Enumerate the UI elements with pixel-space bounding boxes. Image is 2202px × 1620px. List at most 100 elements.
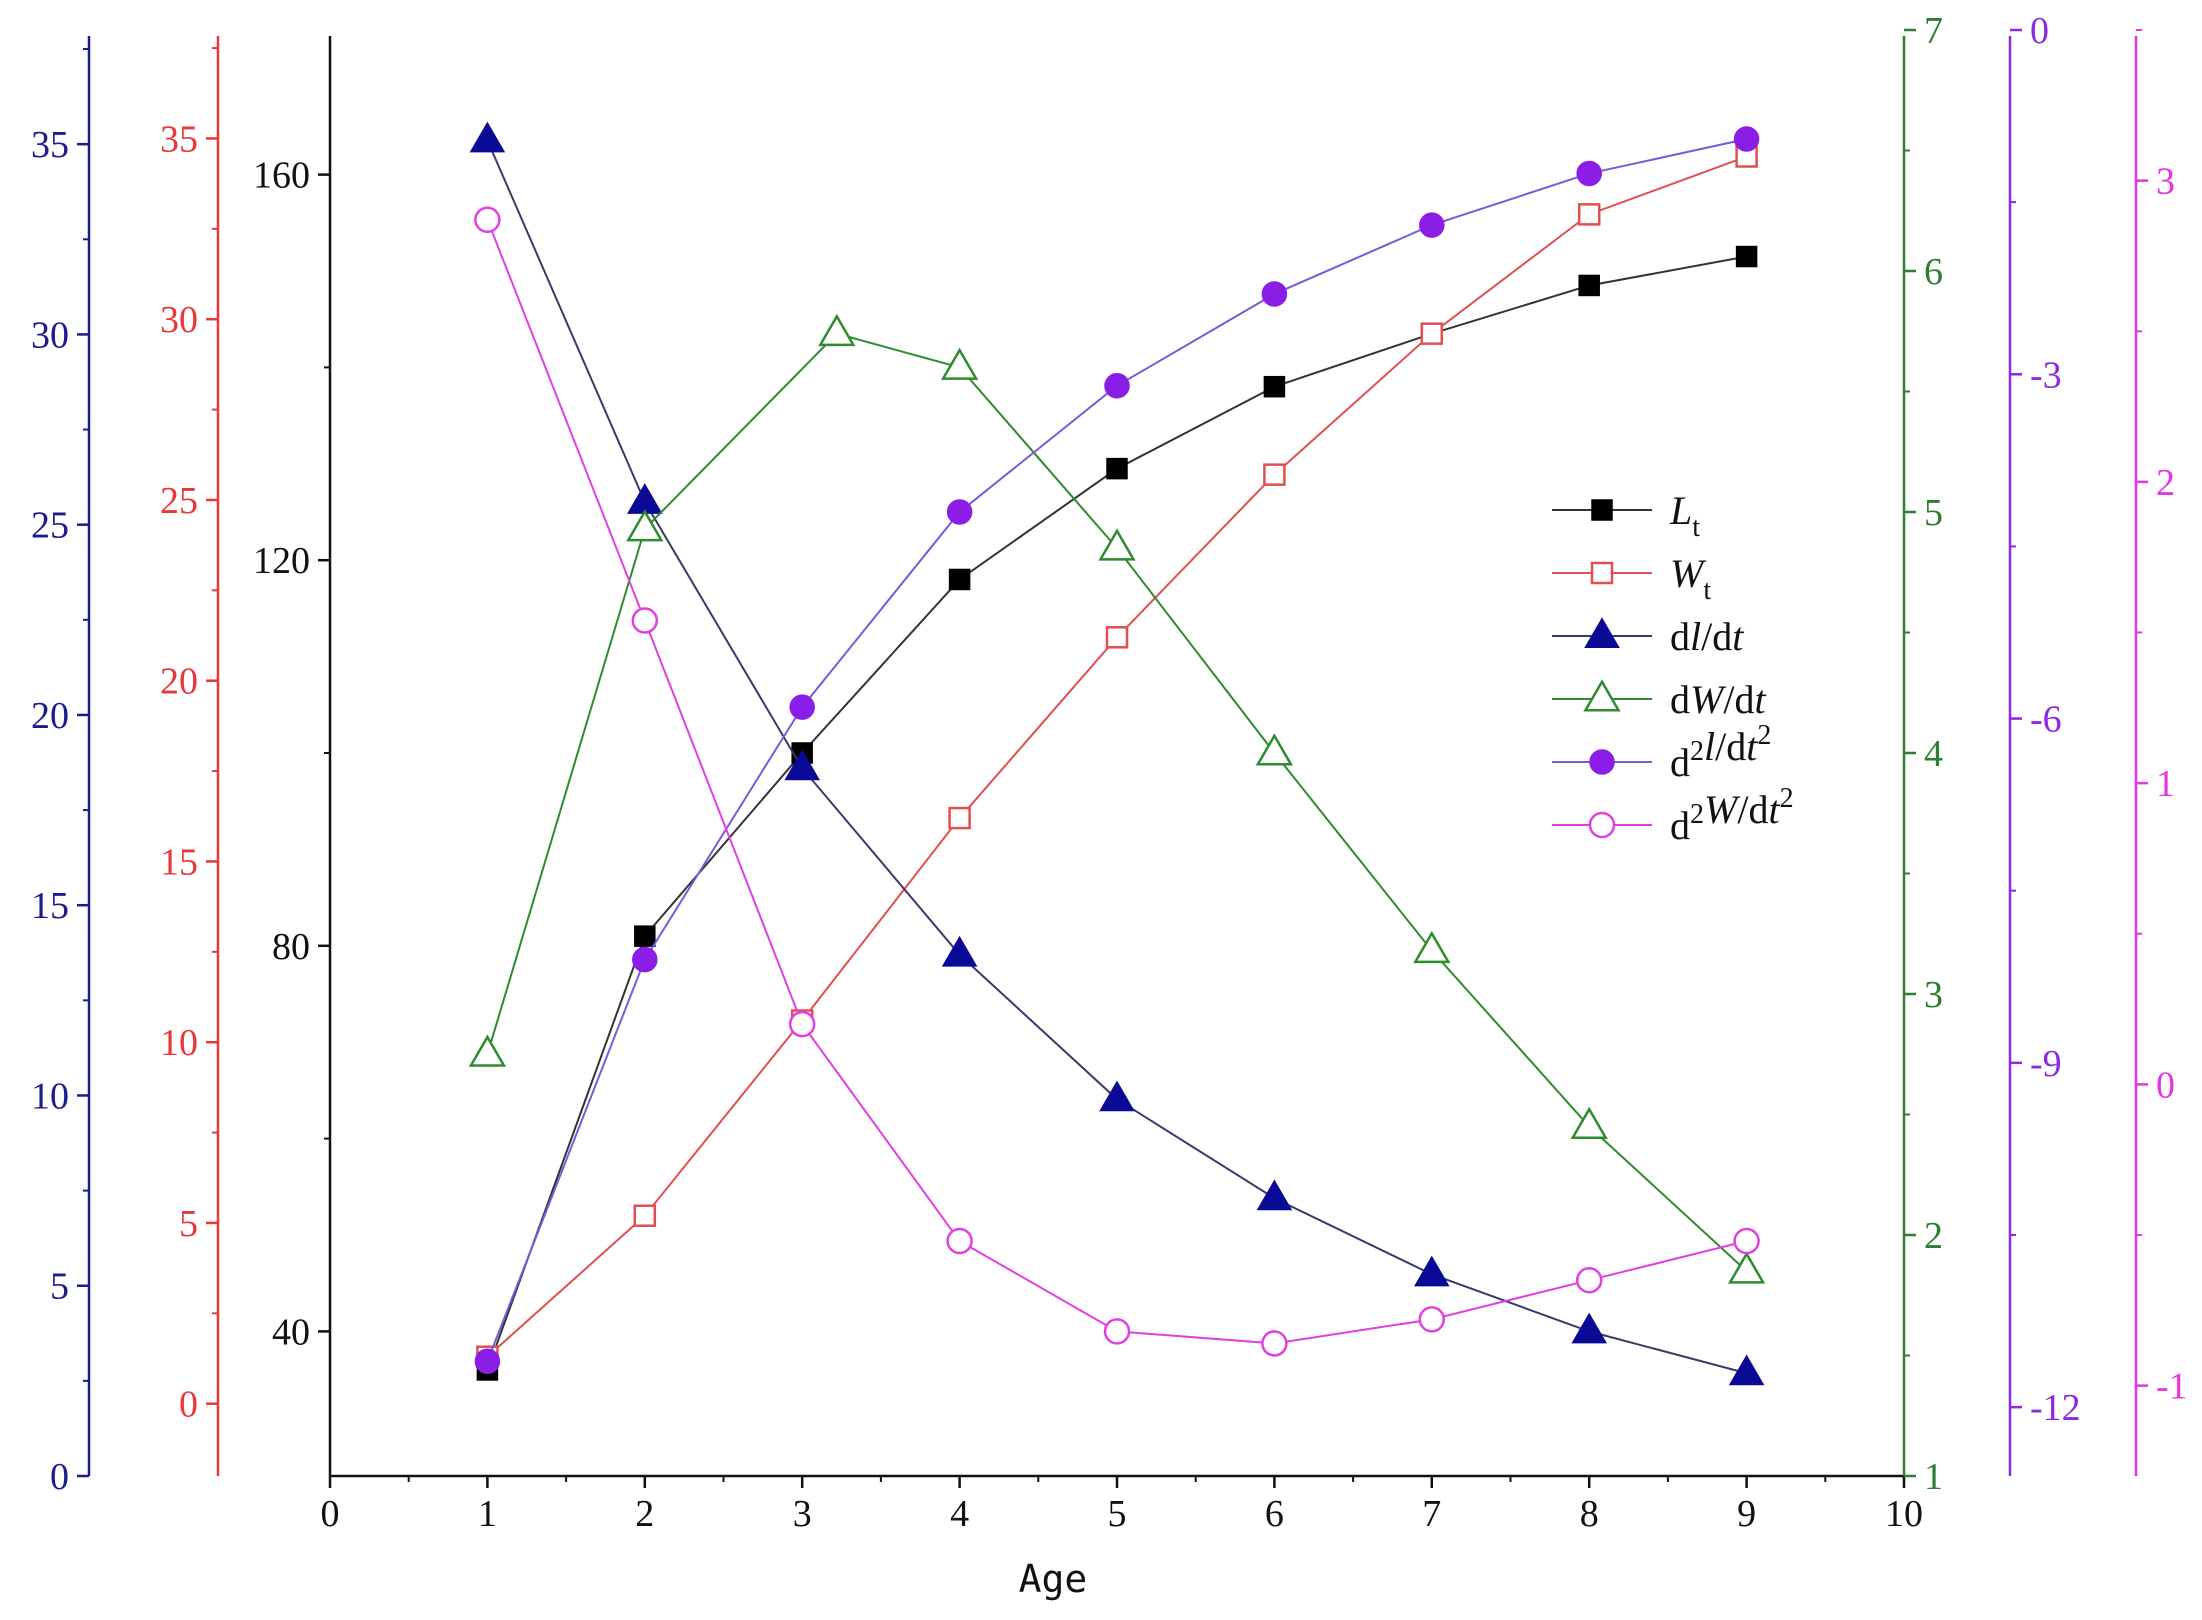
y-tick-label: 1 bbox=[2156, 763, 2175, 805]
y-axis-dl: 0 5 10 15 20 25 30 35 bbox=[31, 36, 91, 1498]
data-point bbox=[1261, 1330, 1288, 1357]
data-point bbox=[946, 1227, 973, 1255]
data-point bbox=[1578, 274, 1600, 297]
series-Lt bbox=[476, 245, 1758, 1381]
data-point bbox=[1576, 160, 1602, 187]
y-tick-label: 0 bbox=[50, 1456, 69, 1498]
x-axis-title: Age bbox=[1019, 1557, 1088, 1601]
y-tick-label: 7 bbox=[1924, 10, 1943, 52]
y-tick-label: 30 bbox=[160, 299, 198, 341]
data-point bbox=[1733, 126, 1760, 152]
data-point bbox=[1256, 1179, 1293, 1211]
series-d2l/dt2 bbox=[474, 126, 1760, 1374]
data-point bbox=[1104, 373, 1130, 399]
x-tick-label: 1 bbox=[478, 1493, 497, 1535]
legend-label: dW/dt bbox=[1670, 677, 1766, 722]
legend-label: dl/dt bbox=[1670, 614, 1744, 659]
series-dl/dt bbox=[469, 121, 1765, 1386]
x-tick-label: 10 bbox=[1885, 1493, 1923, 1535]
series-line bbox=[486, 139, 1747, 1375]
data-point bbox=[784, 749, 821, 781]
x-tick-label: 8 bbox=[1580, 1493, 1599, 1535]
data-point bbox=[469, 121, 506, 153]
legend-label: d2l/dt2 bbox=[1670, 720, 1771, 785]
y-tick-label: 0 bbox=[2156, 1064, 2175, 1106]
legend-label: d2W/dt2 bbox=[1670, 783, 1794, 848]
x-tick-label: 4 bbox=[950, 1493, 969, 1535]
x-tick-label: 7 bbox=[1422, 1493, 1441, 1535]
data-point bbox=[941, 935, 978, 967]
y-tick-label: 15 bbox=[31, 885, 69, 927]
x-axis: 0 1 2 3 4 5 6 7 8 9 10 bbox=[321, 1474, 1923, 1535]
data-point bbox=[1591, 499, 1613, 521]
y-tick-label: 1 bbox=[1924, 1456, 1943, 1498]
data-point bbox=[1570, 1106, 1608, 1140]
data-point bbox=[1590, 561, 1614, 585]
y-axis-L: 40 80 120 160 bbox=[253, 36, 332, 1476]
data-point bbox=[634, 925, 656, 947]
y-tick-label: 25 bbox=[160, 480, 198, 522]
series-layer bbox=[468, 121, 1766, 1386]
data-point bbox=[789, 694, 815, 720]
y-tick-label: 2 bbox=[1924, 1215, 1943, 1257]
data-point bbox=[1263, 463, 1286, 486]
y-tick-label: 10 bbox=[31, 1075, 69, 1117]
y-tick-label: 30 bbox=[31, 314, 69, 356]
data-point bbox=[468, 1034, 507, 1067]
x-tick-label: 0 bbox=[321, 1493, 340, 1535]
data-point bbox=[626, 509, 664, 542]
y-tick-label: 10 bbox=[160, 1022, 198, 1064]
series-dW/dt bbox=[468, 313, 1766, 1284]
data-point bbox=[948, 568, 971, 591]
legend-item: dl/dt bbox=[1552, 614, 1744, 659]
x-tick-label: 6 bbox=[1265, 1493, 1284, 1535]
data-point bbox=[1261, 281, 1288, 307]
y-axis-W: 0 5 10 15 20 25 30 35 bbox=[160, 36, 220, 1476]
y-tick-label: 120 bbox=[253, 540, 310, 582]
data-point bbox=[1263, 375, 1286, 398]
data-point bbox=[1727, 1251, 1766, 1284]
data-point bbox=[1255, 733, 1294, 766]
data-point bbox=[948, 806, 971, 830]
data-point bbox=[818, 313, 856, 347]
data-point bbox=[1099, 1080, 1135, 1112]
data-point bbox=[1106, 457, 1128, 480]
y-tick-label: 25 bbox=[31, 505, 69, 547]
y-tick-label: -1 bbox=[2156, 1366, 2188, 1408]
data-point bbox=[1735, 245, 1758, 268]
series-line bbox=[486, 255, 1747, 1371]
data-point bbox=[1589, 749, 1615, 775]
y-tick-label: 5 bbox=[179, 1203, 198, 1245]
data-point bbox=[1728, 1354, 1765, 1386]
y-tick-label: 80 bbox=[272, 926, 310, 968]
data-point bbox=[1588, 811, 1616, 839]
data-point bbox=[1733, 1227, 1760, 1255]
legend-item: Lt bbox=[1552, 488, 1700, 543]
data-point bbox=[1420, 322, 1444, 345]
data-point bbox=[1413, 1255, 1450, 1287]
series-line bbox=[486, 155, 1747, 1358]
data-point bbox=[626, 483, 663, 514]
y-tick-label: 4 bbox=[1924, 733, 1943, 775]
y-tick-label: 20 bbox=[31, 695, 69, 737]
data-point bbox=[1418, 1306, 1446, 1333]
y-tick-label: -12 bbox=[2030, 1387, 2081, 1429]
data-point bbox=[1571, 1312, 1608, 1344]
legend-item: dW/dt bbox=[1552, 677, 1766, 722]
legend-label: Lt bbox=[1669, 488, 1700, 543]
series-d2W/dt2 bbox=[474, 206, 1760, 1357]
y-axis-d2l: -12 -9 -6 -3 0 bbox=[2008, 10, 2081, 1476]
legend-label: Wt bbox=[1670, 551, 1711, 606]
data-point bbox=[1413, 930, 1451, 964]
y-tick-label: 35 bbox=[31, 124, 69, 166]
data-point bbox=[632, 946, 658, 973]
y-tick-label: 0 bbox=[179, 1384, 198, 1426]
legend-item: d2l/dt2 bbox=[1552, 720, 1771, 785]
data-point bbox=[1419, 212, 1445, 238]
y-tick-label: -9 bbox=[2030, 1043, 2062, 1085]
data-point bbox=[474, 206, 501, 234]
data-point bbox=[1103, 1318, 1131, 1345]
y-tick-label: 0 bbox=[2030, 10, 2049, 52]
y-tick-label: 6 bbox=[1924, 251, 1943, 293]
